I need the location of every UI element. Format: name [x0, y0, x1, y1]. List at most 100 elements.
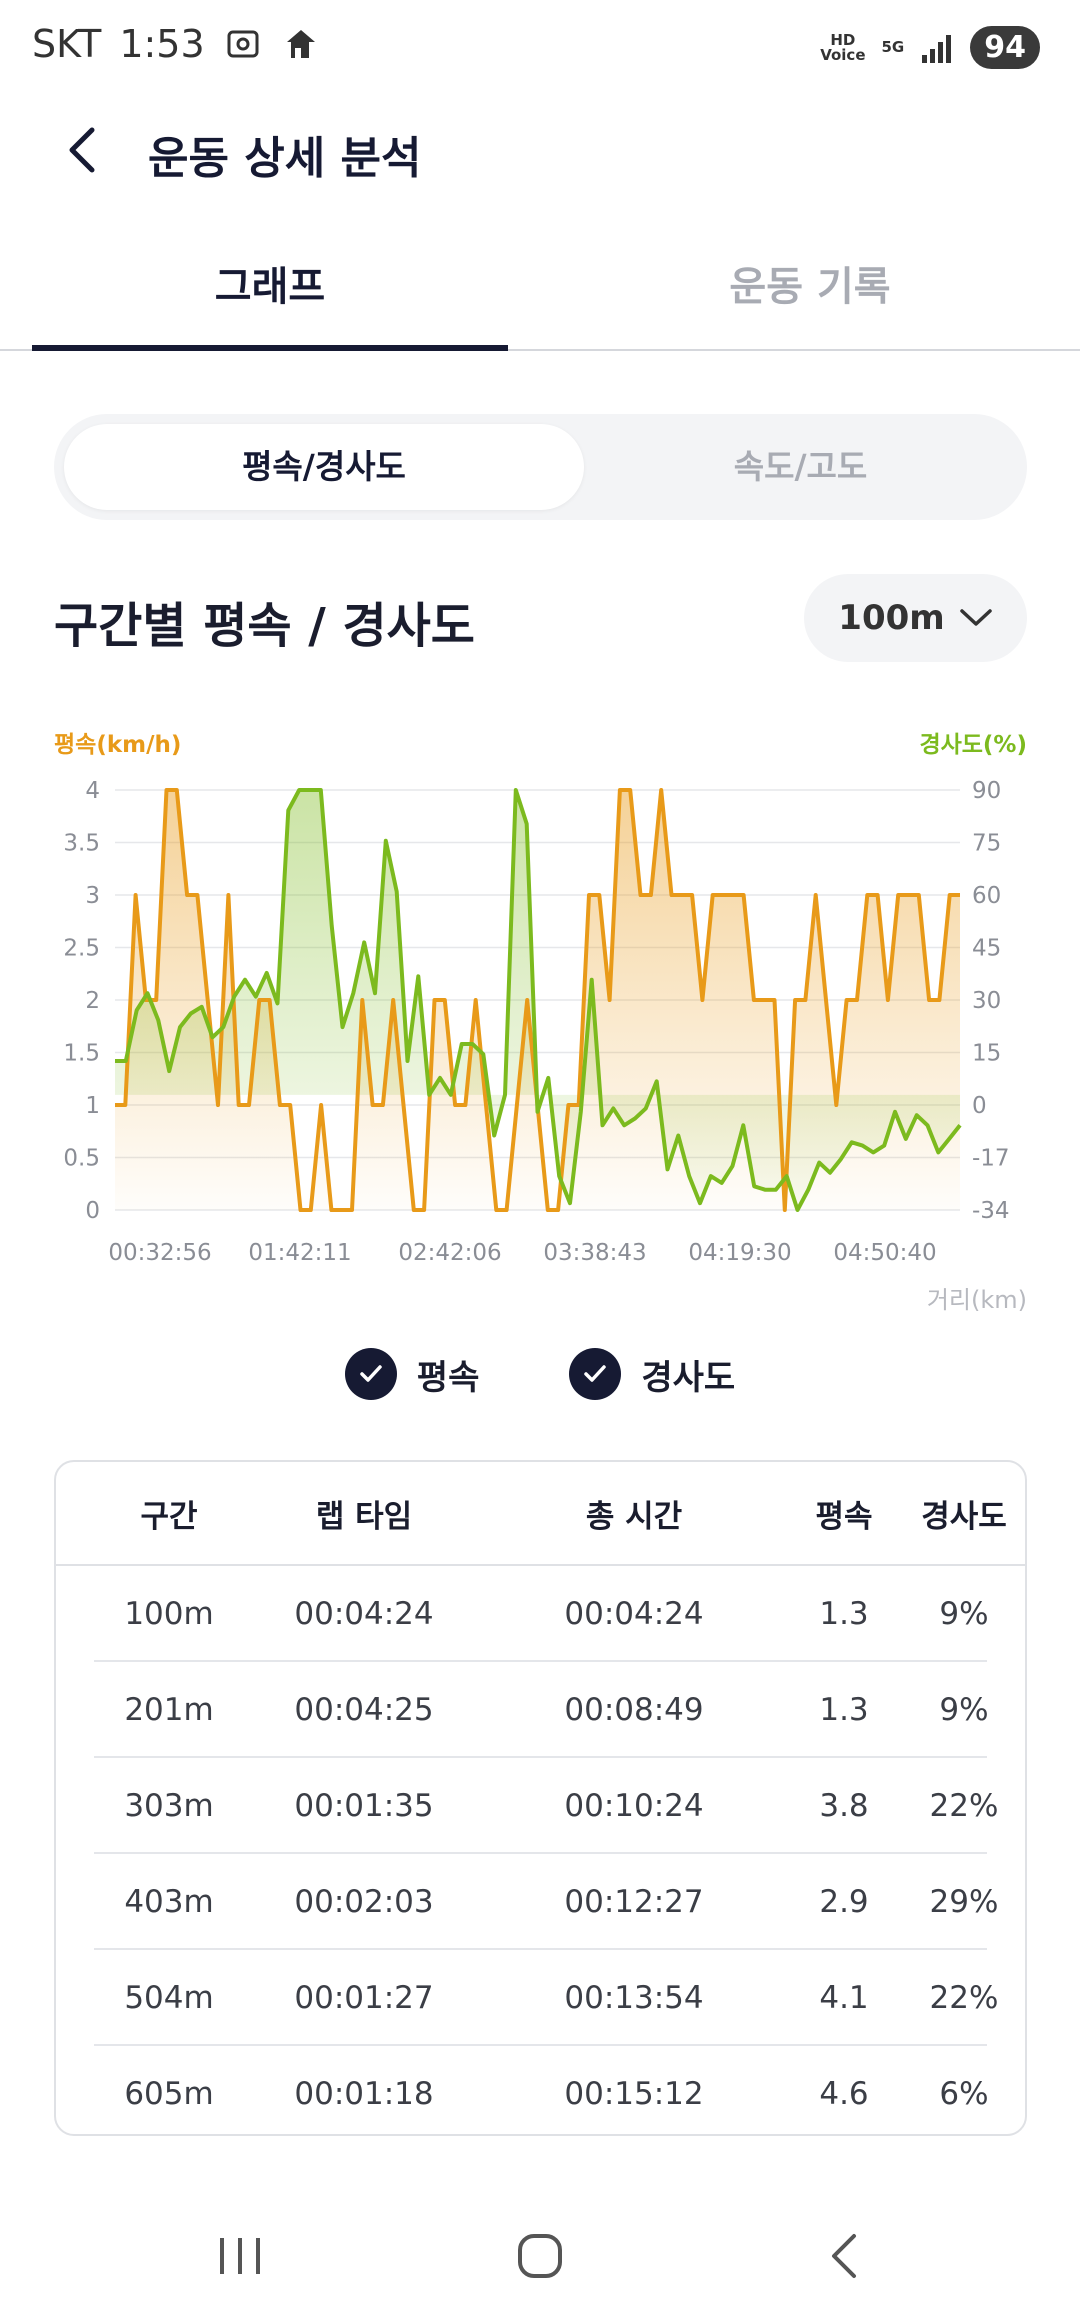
cell-total-time: 00:12:27 — [564, 1884, 704, 1920]
chart-type-segment: 평속/경사도 속도/고도 — [54, 414, 1027, 520]
legend-slope-label: 경사도 — [641, 1357, 736, 1398]
y-left-axis-title: 평속(km/h) — [54, 732, 181, 758]
signal-icon — [922, 34, 952, 63]
header-avg-speed: 평속 — [815, 1498, 873, 1535]
chart-legend: 평속 경사도 — [0, 1344, 1080, 1404]
cell-lap-time: 00:04:25 — [294, 1692, 434, 1728]
x-tick-label: 02:42:06 — [398, 1240, 501, 1266]
cell-avg-speed: 2.9 — [819, 1884, 869, 1920]
y-right-tick-label: 60 — [972, 883, 1001, 909]
segment-table: 구간 랩 타임 총 시간 평속 경사도 100m 00:04:24 00:04:… — [54, 1460, 1027, 2136]
cell-total-time: 00:08:49 — [564, 1692, 704, 1728]
status-right: HD Voice 5G 94 — [820, 26, 1040, 69]
cell-segment: 303m — [124, 1788, 214, 1824]
checkmark-icon[interactable] — [344, 1348, 397, 1400]
recent-apps-icon[interactable] — [208, 2224, 272, 2288]
y-left-tick-label: 3.5 — [63, 831, 100, 857]
hd-voice-icon: HD Voice — [820, 30, 866, 64]
home-icon[interactable] — [508, 2224, 572, 2288]
app-header: 운동 상세 분석 — [0, 100, 1080, 200]
section-title: 구간별 평속 / 경사도 — [54, 598, 475, 654]
screen-capture-icon — [227, 30, 259, 58]
system-back-icon[interactable] — [812, 2224, 876, 2288]
y-left-tick-label: 0.5 — [63, 1146, 100, 1172]
table-row: 100m 00:04:24 00:04:24 1.3 9% — [56, 1566, 1025, 1662]
tab-workout-record[interactable]: 운동 기록 — [729, 264, 891, 310]
checkmark-icon[interactable] — [569, 1348, 622, 1400]
back-arrow-icon[interactable] — [54, 120, 114, 180]
battery-indicator: 94 — [970, 26, 1040, 69]
header-segment: 구간 — [140, 1498, 198, 1535]
cell-avg-speed: 4.1 — [819, 1980, 869, 2016]
y-right-axis-title: 경사도(%) — [919, 732, 1027, 758]
table-row: 504m 00:01:27 00:13:54 4.1 22% — [56, 1950, 1025, 2046]
status-left: SKT 1:53 — [32, 22, 321, 66]
cell-segment: 403m — [124, 1884, 214, 1920]
interval-dropdown[interactable]: 100m — [804, 574, 1027, 662]
x-tick-label: 04:50:40 — [833, 1240, 936, 1266]
cell-avg-speed: 4.6 — [819, 2076, 869, 2112]
header-lap-time: 랩 타임 — [315, 1498, 413, 1535]
table-row: 303m 00:01:35 00:10:24 3.8 22% — [56, 1758, 1025, 1854]
header-total-time: 총 시간 — [585, 1498, 683, 1535]
y-left-tick-label: 4 — [85, 778, 100, 804]
cell-slope: 9% — [939, 1692, 989, 1728]
cell-total-time: 00:13:54 — [564, 1980, 704, 2016]
cell-avg-speed: 3.8 — [819, 1788, 869, 1824]
cell-total-time: 00:10:24 — [564, 1788, 704, 1824]
cell-lap-time: 00:02:03 — [294, 1884, 434, 1920]
legend-speed[interactable]: 평속 — [344, 1344, 480, 1404]
slope-series-line — [115, 788, 962, 1212]
y-right-tick-label: 0 — [972, 1093, 987, 1119]
system-nav-bar — [0, 2196, 1080, 2316]
cell-slope: 9% — [939, 1596, 989, 1632]
x-tick-label: 00:32:56 — [108, 1240, 211, 1266]
page-title: 운동 상세 분석 — [148, 133, 422, 184]
cell-slope: 6% — [939, 2076, 989, 2112]
cell-lap-time: 00:01:18 — [294, 2076, 434, 2112]
slope-series-area — [115, 790, 960, 1210]
network-5g-icon: 5G — [881, 38, 905, 56]
header-slope: 경사도 — [921, 1498, 1007, 1535]
segment-speed-slope[interactable]: 평속/경사도 — [64, 424, 584, 510]
cell-lap-time: 00:04:24 — [294, 1596, 434, 1632]
x-axis-unit: 거리(km) — [927, 1286, 1027, 1314]
y-right-tick-label: 30 — [972, 988, 1001, 1014]
y-left-tick-label: 2.5 — [63, 936, 100, 962]
carrier-label: SKT — [32, 22, 102, 66]
cell-lap-time: 00:01:35 — [294, 1788, 434, 1824]
table-row: 605m 00:01:18 00:15:12 4.6 6% — [56, 2046, 1025, 2134]
y-right-tick-label: 15 — [972, 1041, 1001, 1067]
cell-slope: 22% — [929, 1788, 999, 1824]
y-left-tick-label: 0 — [85, 1198, 100, 1224]
segment-speed-altitude[interactable]: 속도/고도 — [733, 447, 868, 486]
table-header: 구간 랩 타임 총 시간 평속 경사도 — [56, 1462, 1025, 1566]
y-left-tick-label: 1.5 — [63, 1041, 100, 1067]
cell-slope: 29% — [929, 1884, 999, 1920]
legend-slope[interactable]: 경사도 — [569, 1344, 735, 1404]
speed-slope-chart: 4 3.5 3 2.5 2 1.5 1 0.5 0 90 75 60 45 30 15 0 -17 -34 평속(k… — [0, 720, 1080, 1320]
y-right-tick-label: -34 — [972, 1198, 1010, 1224]
y-left-tick-label: 2 — [85, 988, 100, 1014]
active-tab-indicator — [32, 345, 508, 351]
x-tick-label: 03:38:43 — [543, 1240, 646, 1266]
x-tick-label: 04:19:30 — [688, 1240, 791, 1266]
y-right-tick-label: -17 — [972, 1146, 1010, 1172]
cell-segment: 201m — [124, 1692, 214, 1728]
interval-value: 100m — [838, 598, 945, 638]
cell-avg-speed: 1.3 — [819, 1596, 869, 1632]
y-left-tick-label: 3 — [85, 883, 100, 909]
chevron-down-icon — [959, 609, 992, 626]
status-bar: SKT 1:53 HD Voice 5G 94 — [0, 0, 1080, 100]
y-left-tick-label: 1 — [85, 1093, 100, 1119]
y-right-tick-label: 45 — [972, 936, 1001, 962]
notification-app-icon — [286, 30, 315, 58]
chart-canvas: 4 3.5 3 2.5 2 1.5 1 0.5 0 90 75 60 45 30 15 0 -17 -34 평속(k… — [54, 732, 1027, 1314]
table-row: 403m 00:02:03 00:12:27 2.9 29% — [56, 1854, 1025, 1950]
y-right-tick-label: 90 — [972, 778, 1001, 804]
legend-speed-label: 평속 — [416, 1357, 480, 1398]
clock: 1:53 — [119, 22, 205, 66]
tab-bar: 그래프 운동 기록 — [0, 236, 1080, 351]
tab-graph[interactable]: 그래프 — [214, 264, 326, 310]
cell-segment: 100m — [124, 1596, 214, 1632]
